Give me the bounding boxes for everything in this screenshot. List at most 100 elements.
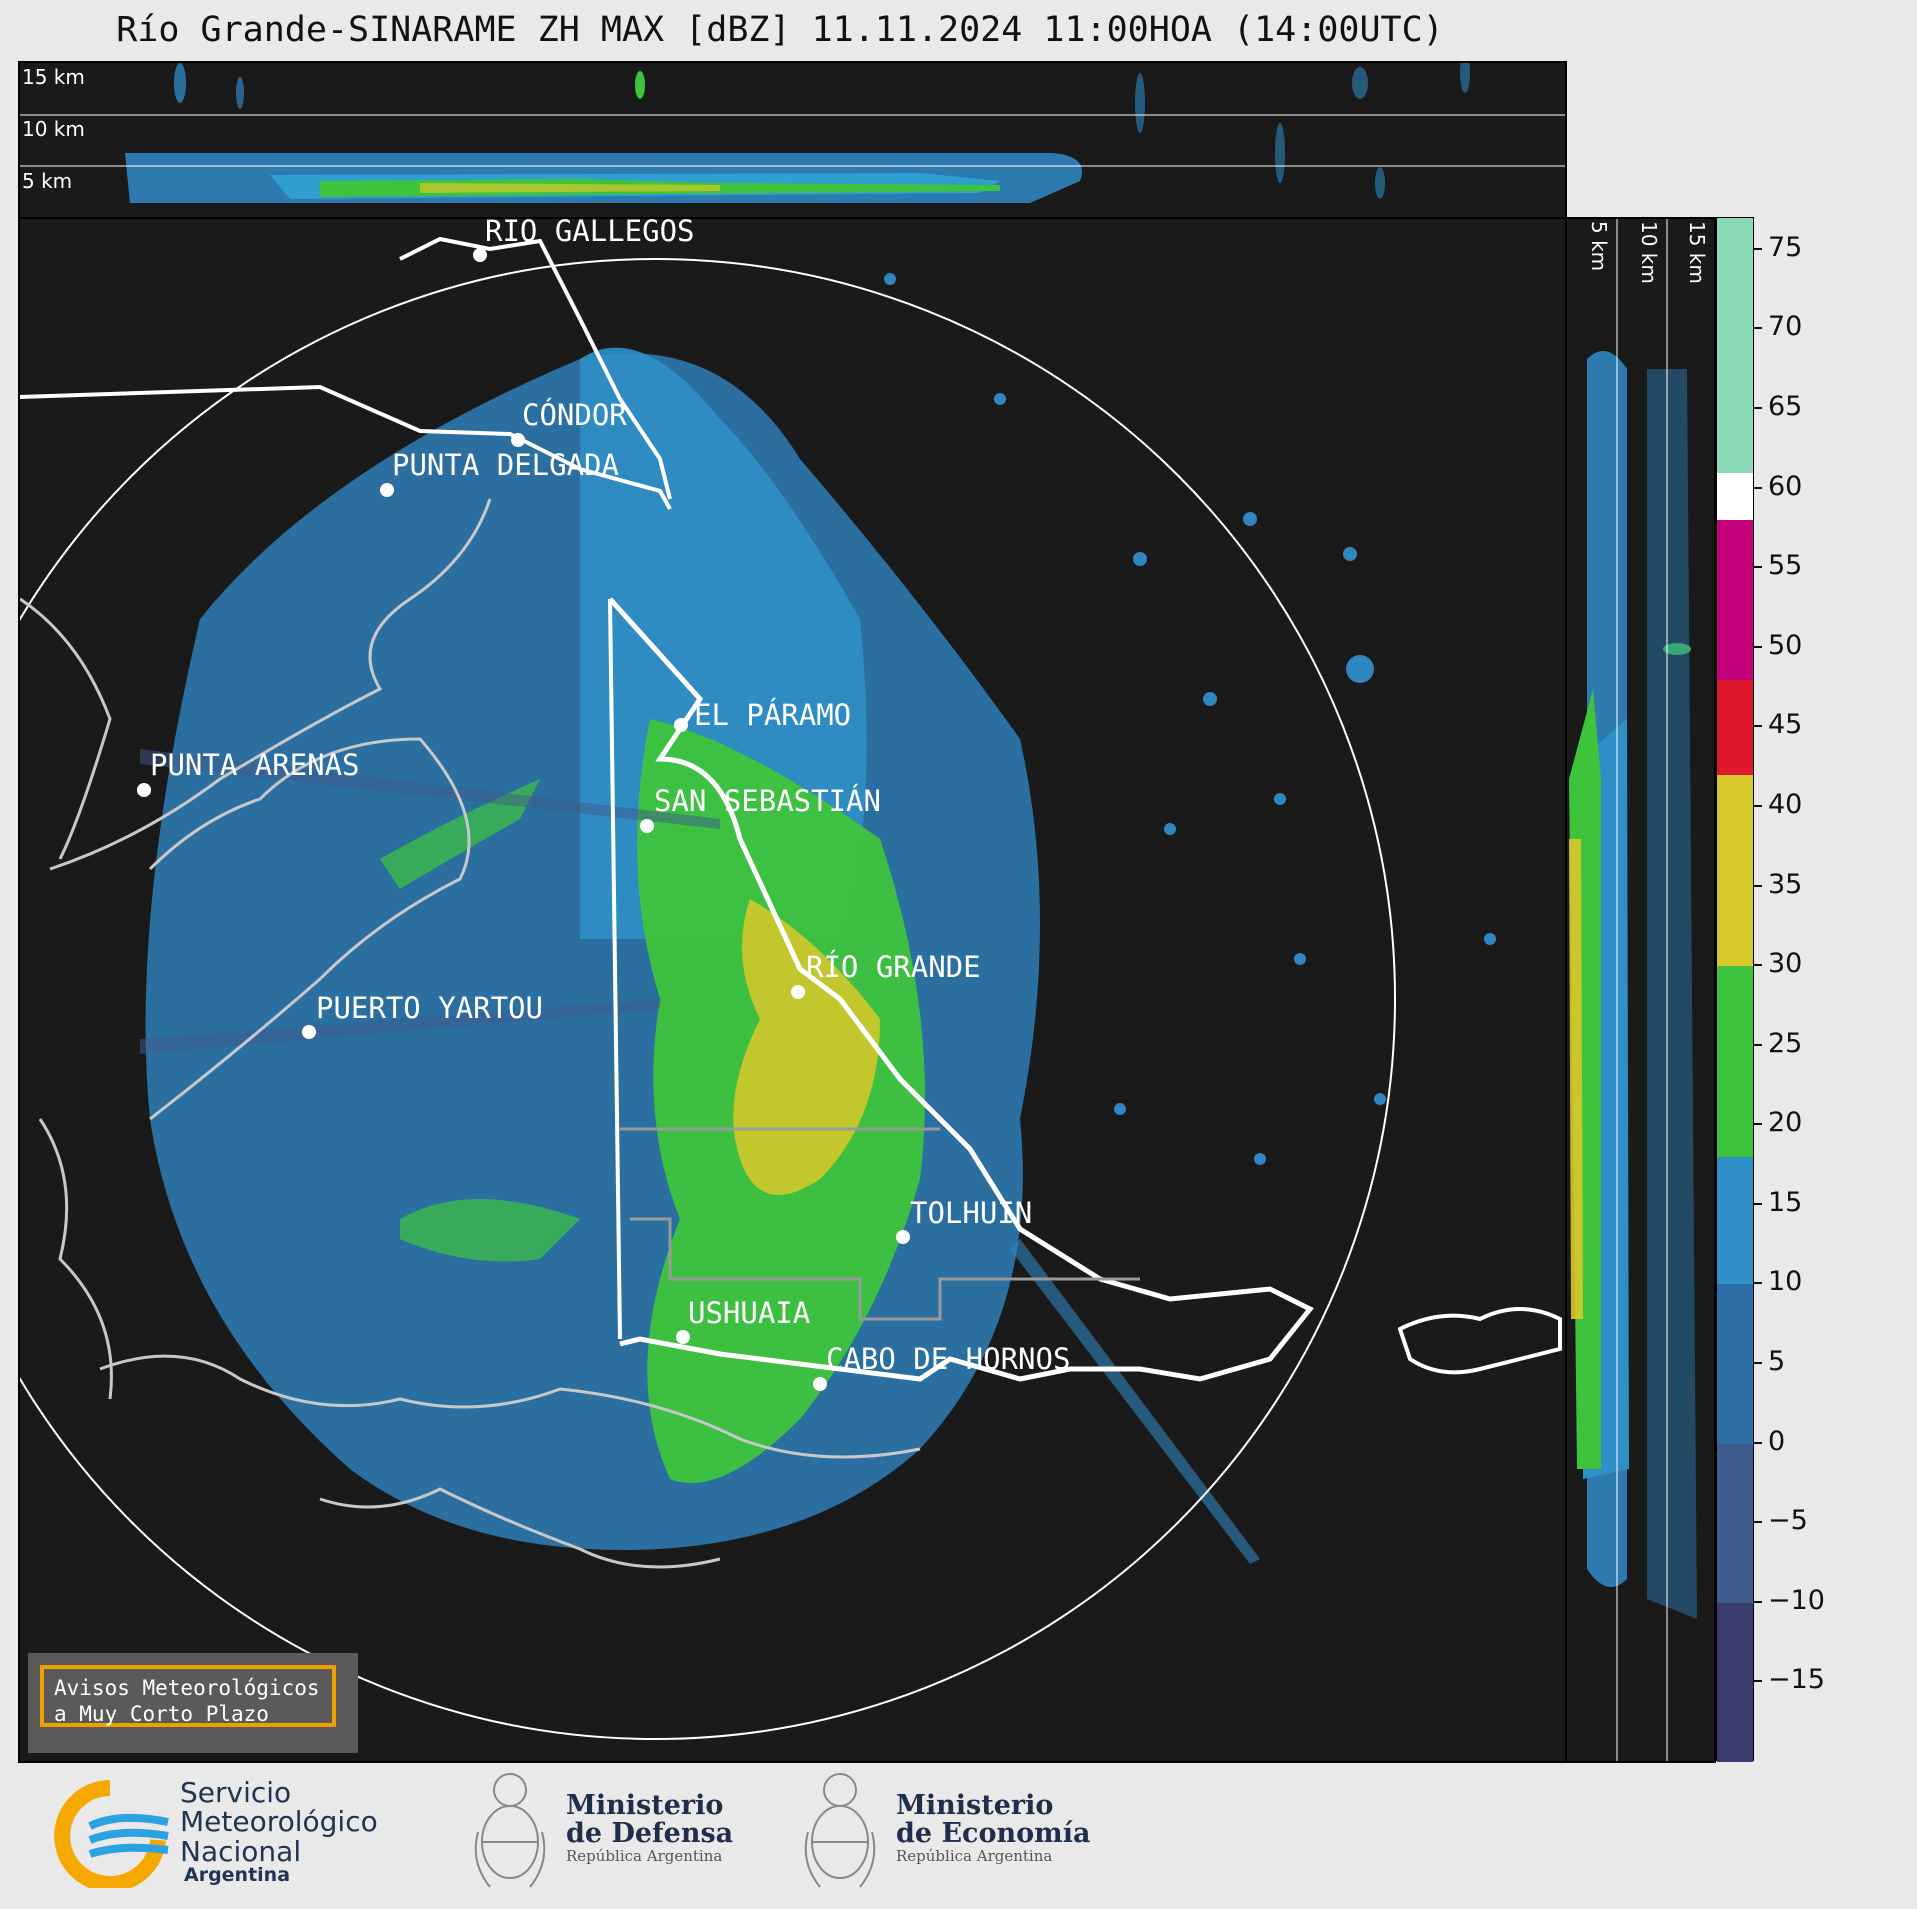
colorbar-tick-label: 60 <box>1768 470 1803 502</box>
page-title: Río Grande-SINARAME ZH MAX [dBZ] 11.11.2… <box>116 10 1444 50</box>
side-cross-section-panel: 5 km 10 km 15 km <box>1565 217 1716 1763</box>
coat-of-arms-icon <box>474 1773 546 1888</box>
side-altitude-label-15km: 15 km <box>1685 221 1709 284</box>
colorbar-tick-label: 15 <box>1768 1186 1803 1218</box>
defensa-line-3: República Argentina <box>566 1846 723 1865</box>
city-dot-tolhuin <box>896 1230 910 1244</box>
smn-line-2: Meteorológico <box>180 1805 378 1839</box>
colorbar-tick-mark <box>1754 1521 1762 1524</box>
colorbar-tick-label: 40 <box>1768 788 1803 820</box>
colorbar-tick-label: 35 <box>1768 868 1803 900</box>
city-label-punta-arenas: PUNTA ARENAS <box>150 748 360 782</box>
colorbar-tick-label: 65 <box>1768 391 1803 422</box>
colorbar-tick-mark <box>1754 804 1762 807</box>
colorbar-tick-label: 0 <box>1768 1425 1786 1457</box>
defensa-seal <box>470 1762 550 1897</box>
alert-line-1: Avisos Meteorológicos <box>54 1676 320 1700</box>
city-dot-punta-arenas <box>137 783 151 797</box>
colorbar-tick-label: 30 <box>1768 948 1803 980</box>
colorbar-tick-mark <box>1754 247 1762 250</box>
colorbar-tick-mark <box>1754 1362 1762 1365</box>
smn-logo <box>50 1778 170 1892</box>
colorbar-tick-mark <box>1754 407 1762 409</box>
defensa-logo-text: Ministerio de Defensa República Argentin… <box>566 1790 734 1865</box>
colorbar-tick-label: −5 <box>1768 1505 1808 1537</box>
colorbar-tick-mark <box>1754 1441 1762 1444</box>
colorbar-tick-mark <box>1754 327 1762 330</box>
colorbar-segment <box>1717 218 1753 473</box>
economia-seal <box>800 1762 880 1897</box>
city-dot-condor <box>511 433 525 447</box>
colorbar-tick-mark <box>1754 1282 1762 1285</box>
city-label-condor: CÓNDOR <box>522 398 627 432</box>
colorbar-segment <box>1717 1443 1753 1603</box>
colorbar-segment <box>1717 1602 1753 1762</box>
city-dot-san-sebastian <box>640 819 654 833</box>
colorbar-tick-mark <box>1754 1123 1762 1126</box>
smn-logo-icon <box>54 1780 169 1892</box>
top-cross-section-panel: 15 km 10 km 5 km <box>18 61 1567 219</box>
colorbar-tick-mark <box>1754 1680 1762 1683</box>
smn-line-1: Servicio <box>180 1776 292 1809</box>
city-label-cabo-de-hornos: CABO DE HORNOS <box>826 1342 1071 1376</box>
dbz-colorbar <box>1716 217 1754 1762</box>
colorbar-segment <box>1717 472 1753 521</box>
top-altitude-label-5km: 5 km <box>22 169 73 193</box>
colorbar-tick-mark <box>1754 1043 1762 1046</box>
colorbar-tick-mark <box>1754 1202 1762 1205</box>
colorbar-tick-mark <box>1754 645 1762 648</box>
colorbar-segment <box>1717 966 1753 1158</box>
colorbar-tick-mark <box>1754 486 1762 489</box>
defensa-line-2: de Defensa <box>566 1818 734 1850</box>
smn-line-4: Argentina <box>184 1864 291 1887</box>
smn-logo-text: Servicio Meteorológico Nacional Argentin… <box>180 1778 378 1886</box>
city-dot-punta-delgada <box>380 483 394 497</box>
colorbar-tick-label: −15 <box>1768 1664 1825 1696</box>
side-altitude-label-5km: 5 km <box>1587 221 1611 272</box>
colorbar-tick-mark <box>1754 964 1762 967</box>
city-label-ushuaia: USHUAIA <box>688 1296 811 1330</box>
colorbar-tick-label: 25 <box>1768 1027 1803 1059</box>
side-altitude-label-10km: 10 km <box>1637 221 1661 284</box>
economia-logo-text: Ministerio de Economía República Argenti… <box>896 1790 1091 1865</box>
colorbar-segment <box>1717 1284 1753 1444</box>
smn-line-3: Nacional <box>180 1834 302 1868</box>
colorbar-segment <box>1717 520 1753 680</box>
top-cross-section-echo <box>20 63 1565 203</box>
economia-line-1: Ministerio <box>896 1790 1054 1821</box>
colorbar-tick-label: 55 <box>1768 550 1803 582</box>
colorbar-segment <box>1717 775 1753 967</box>
city-label-rio-grande: RÍO GRANDE <box>806 950 981 984</box>
colorbar-tick-label: 70 <box>1768 311 1803 343</box>
colorbar-tick-mark <box>1754 1600 1762 1603</box>
colorbar-tick-mark <box>1754 725 1762 728</box>
city-dot-rio-gallegos <box>473 248 487 262</box>
top-altitude-label-15km: 15 km <box>22 65 85 89</box>
alert-line-2: a Muy Corto Plazo <box>54 1702 269 1727</box>
colorbar-segment <box>1717 679 1753 776</box>
colorbar-tick-mark <box>1754 884 1762 887</box>
coat-of-arms-icon <box>804 1773 876 1888</box>
colorbar-tick-label: 45 <box>1768 709 1803 741</box>
city-dot-puerto-yartou <box>302 1025 316 1039</box>
city-dot-el-paramo <box>674 718 688 732</box>
colorbar-tick-label: 50 <box>1768 629 1803 661</box>
colorbar-segment <box>1717 1157 1753 1285</box>
city-label-san-sebastian: SAN SEBASTIÁN <box>654 784 881 818</box>
city-dot-rio-grande <box>791 985 805 999</box>
defensa-line-1: Ministerio <box>566 1790 724 1821</box>
city-label-puerto-yartou: PUERTO YARTOU <box>316 991 543 1025</box>
city-label-tolhuin: TOLHUIN <box>910 1196 1033 1230</box>
economia-line-2: de Economía <box>896 1818 1091 1850</box>
alert-box: Avisos Meteorológicos a Muy Corto Plazo <box>28 1653 358 1753</box>
top-altitude-label-10km: 10 km <box>22 117 85 141</box>
radar-map: RÍO GALLEGOS CÓNDOR PUNTA DELGADA EL PÁR… <box>18 217 1567 1763</box>
city-dot-cabo-de-hornos <box>813 1377 827 1391</box>
side-cross-section-echo <box>1569 219 1697 1761</box>
economia-line-3: República Argentina <box>896 1846 1053 1865</box>
city-label-el-paramo: EL PÁRAMO <box>694 698 852 732</box>
colorbar-tick-label: 20 <box>1768 1107 1803 1139</box>
colorbar-tick-label: 75 <box>1768 231 1803 263</box>
city-dot-ushuaia <box>676 1330 690 1344</box>
alert-box-frame: Avisos Meteorológicos a Muy Corto Plazo <box>40 1665 336 1727</box>
